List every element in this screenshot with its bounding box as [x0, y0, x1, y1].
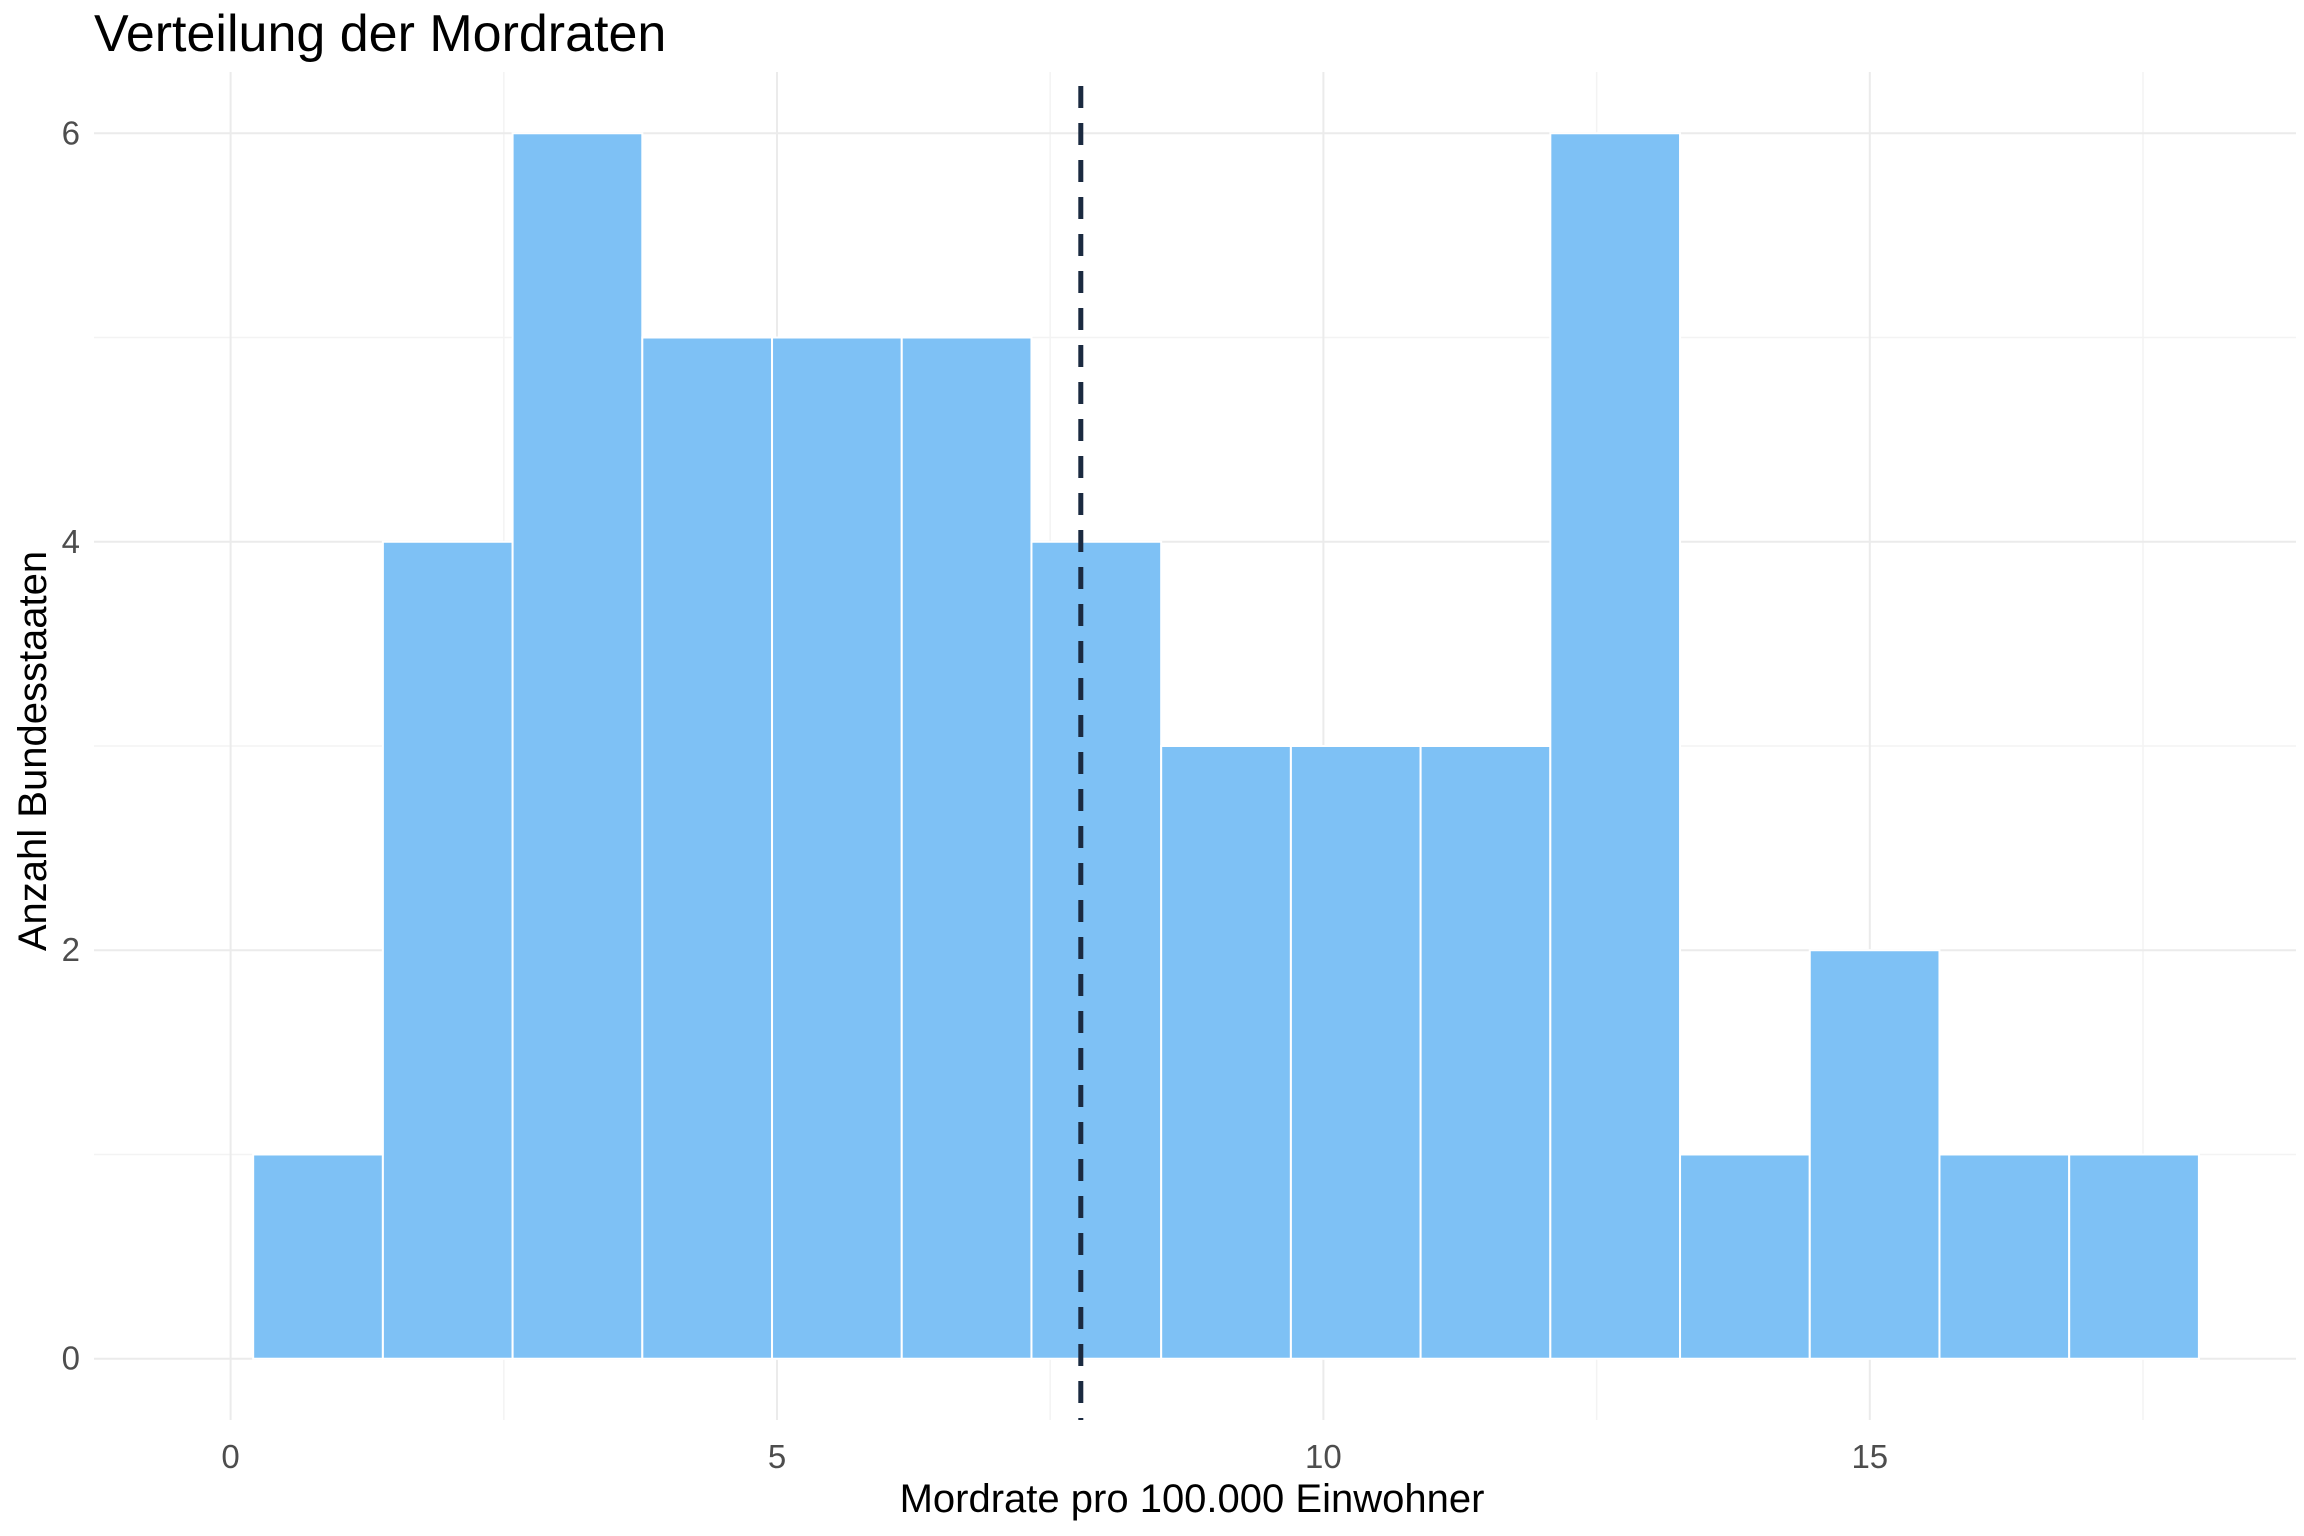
histogram-bar [1289, 745, 1422, 1360]
x-tick-label: 10 [1305, 1438, 1342, 1475]
chart-title: Verteilung der Mordraten [94, 5, 667, 63]
histogram-bar [1160, 745, 1292, 1360]
histogram-bar [641, 336, 774, 1360]
axis-ticks: 0 5 10 15 0 2 4 6 [62, 114, 1889, 1475]
y-tick-label: 6 [62, 114, 80, 151]
histogram-bar [2068, 1153, 2200, 1360]
histogram-bar [1030, 540, 1163, 1360]
x-axis-title: Mordrate pro 100.000 Einwohner [900, 1477, 1485, 1521]
histogram-bar [1808, 949, 1941, 1360]
histogram-bar [511, 132, 644, 1360]
histogram-bar [252, 1153, 384, 1360]
histogram-bar [1419, 745, 1552, 1360]
histogram-bar [381, 540, 514, 1360]
histogram-bar [900, 336, 1033, 1360]
y-tick-label: 2 [62, 931, 80, 968]
x-tick-label: 0 [221, 1438, 239, 1475]
y-axis-title: Anzahl Bundesstaaten [11, 551, 55, 951]
histogram-bar [771, 336, 903, 1360]
histogram-bar [1679, 1153, 1811, 1360]
y-tick-label: 0 [62, 1340, 80, 1377]
histogram-bar [1938, 1153, 2071, 1360]
x-tick-label: 5 [768, 1438, 786, 1475]
x-tick-label: 15 [1851, 1438, 1888, 1475]
histogram-bars [252, 132, 2200, 1360]
y-tick-label: 4 [62, 523, 80, 560]
histogram-bar [1549, 132, 1682, 1360]
